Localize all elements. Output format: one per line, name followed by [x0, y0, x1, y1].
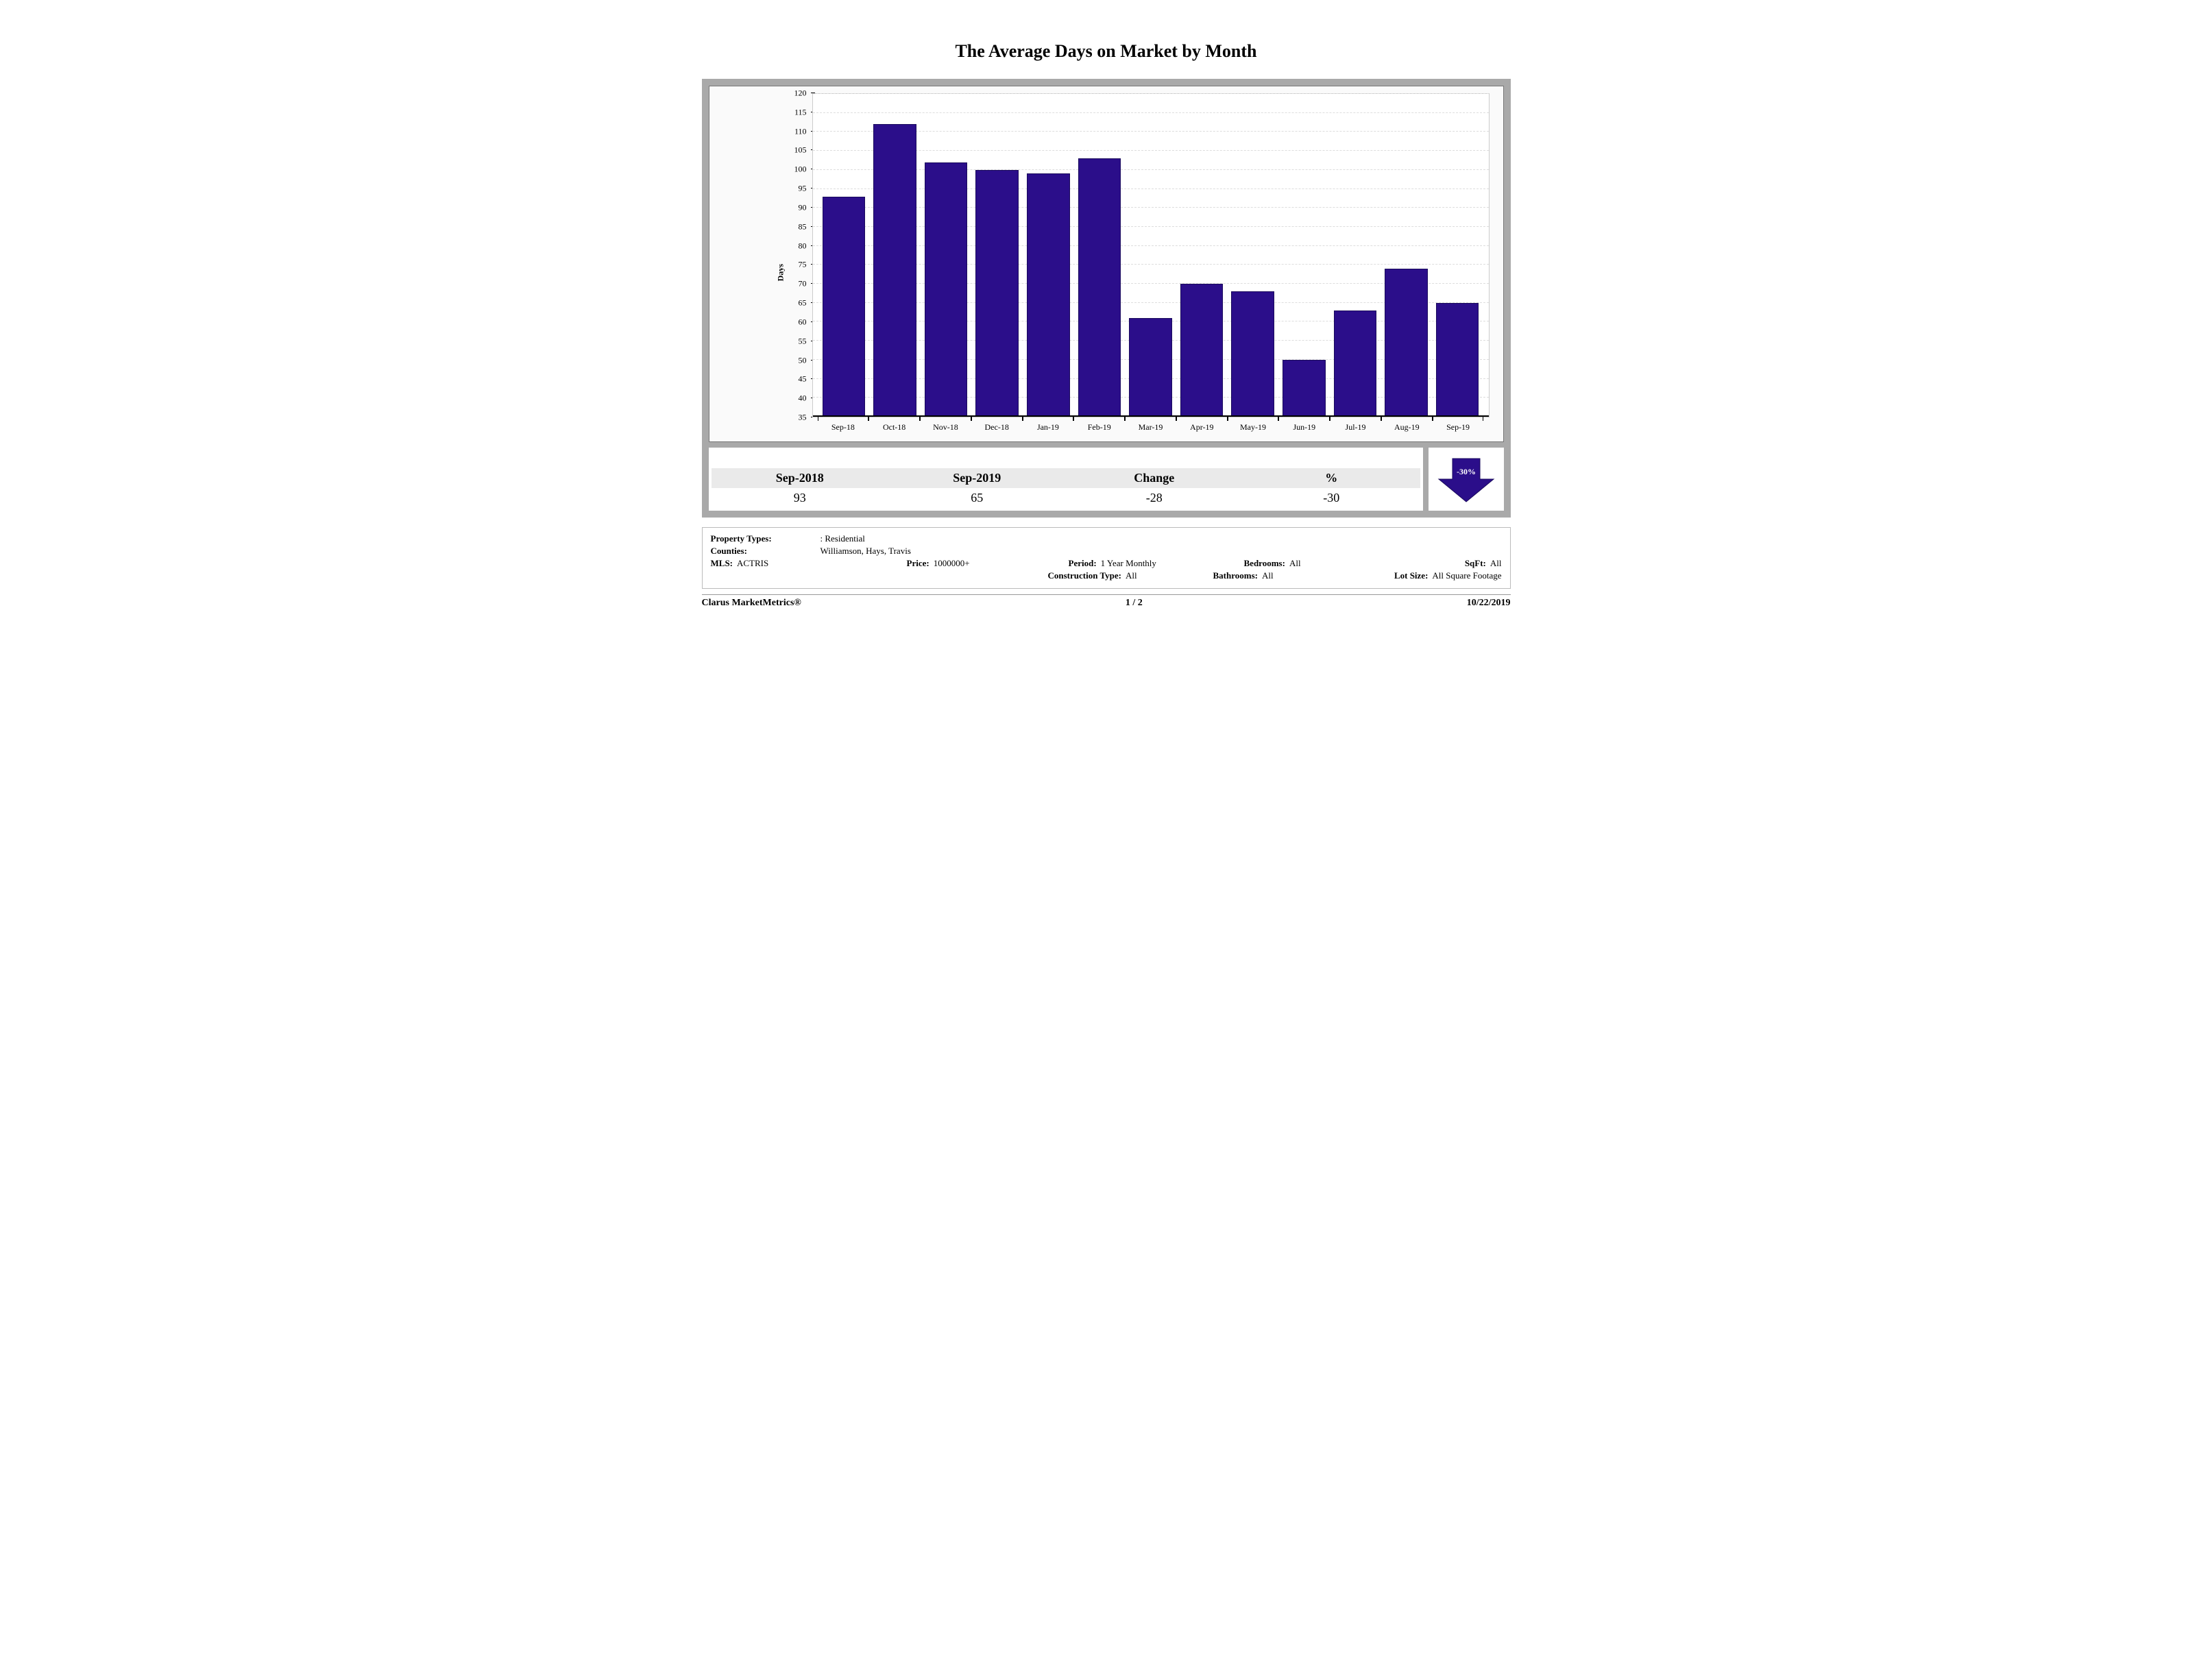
y-tick: 115: [779, 107, 807, 117]
bar: [1180, 284, 1224, 417]
footer-brand: Clarus MarketMetrics®: [702, 598, 801, 609]
chart-frame: Days 35404550556065707580859095100105110…: [702, 79, 1511, 518]
bar: [1436, 303, 1479, 417]
val-mls: ACTRIS: [737, 558, 768, 569]
y-tick: 45: [779, 374, 807, 385]
val-property-types: : Residential: [821, 533, 865, 544]
lbl-sqft: SqFt:: [1465, 558, 1486, 569]
x-tick: Jan-19: [1027, 418, 1070, 441]
y-tick: 85: [779, 221, 807, 232]
bar: [1283, 360, 1326, 417]
chart-panel: Days 35404550556065707580859095100105110…: [709, 86, 1504, 442]
change-arrow: -30%: [1429, 448, 1504, 511]
lbl-mls: MLS:: [711, 558, 733, 569]
val-sqft: All: [1490, 558, 1502, 569]
bar: [873, 124, 916, 417]
footer-date: 10/22/2019: [1467, 598, 1511, 609]
x-tick: Jun-19: [1283, 418, 1326, 441]
x-tick: Feb-19: [1078, 418, 1121, 441]
x-tick: Sep-18: [822, 418, 865, 441]
bar: [1231, 291, 1274, 417]
val-counties: Williamson, Hays, Travis: [821, 546, 911, 557]
summary-val-3: -30: [1243, 488, 1420, 508]
y-tick: 75: [779, 260, 807, 270]
arrow-label: -30%: [1457, 467, 1476, 476]
y-tick: 70: [779, 279, 807, 289]
page-title: The Average Days on Market by Month: [702, 41, 1511, 62]
y-tick: 80: [779, 241, 807, 251]
bar: [1385, 269, 1428, 417]
x-tick: Aug-19: [1385, 418, 1429, 441]
x-tick: Apr-19: [1180, 418, 1224, 441]
summary-head-3: %: [1243, 468, 1420, 488]
report-page: The Average Days on Market by Month Days…: [681, 0, 1531, 622]
bar: [1334, 311, 1377, 417]
summary-val-2: -28: [1066, 488, 1243, 508]
lbl-construction: Construction Type:: [1048, 570, 1122, 581]
lbl-lotsize: Lot Size:: [1394, 570, 1428, 581]
lbl-bedrooms: Bedrooms:: [1244, 558, 1285, 569]
val-lotsize: All Square Footage: [1432, 570, 1501, 581]
x-axis-ticks: Sep-18 Oct-18 Nov-18 Dec-18 Jan-19 Feb-19 Mar-…: [812, 418, 1490, 441]
y-tick: 90: [779, 202, 807, 212]
lbl-period: Period:: [1069, 558, 1097, 569]
filters-panel: Property Types: : Residential Counties: …: [702, 527, 1511, 589]
y-tick: 60: [779, 317, 807, 327]
y-tick: 35: [779, 413, 807, 423]
lbl-counties: Counties:: [711, 546, 747, 557]
bar: [925, 162, 968, 417]
y-tick: 50: [779, 355, 807, 365]
bar: [1027, 173, 1070, 417]
bars-row: [813, 94, 1489, 417]
y-tick: 55: [779, 336, 807, 346]
bar: [975, 170, 1019, 417]
x-tick: Jul-19: [1334, 418, 1377, 441]
summary-head-1: Sep-2019: [888, 468, 1066, 488]
y-tick: 95: [779, 184, 807, 194]
summary-head-0: Sep-2018: [712, 468, 889, 488]
y-axis-ticks: 3540455055606570758085909510010511011512…: [778, 93, 811, 417]
y-tick: 110: [779, 126, 807, 136]
x-tick: May-19: [1232, 418, 1275, 441]
bar: [823, 197, 866, 417]
y-tick: 40: [779, 393, 807, 404]
bar: [1129, 318, 1172, 417]
x-tick: Sep-19: [1437, 418, 1480, 441]
down-arrow-icon: -30%: [1435, 455, 1497, 503]
lbl-bathrooms: Bathrooms:: [1213, 570, 1258, 581]
lbl-property-types: Property Types:: [711, 533, 772, 544]
val-price: 1000000+: [934, 558, 970, 569]
val-period: 1 Year Monthly: [1101, 558, 1156, 569]
x-tick: Oct-18: [873, 418, 916, 441]
y-tick: 65: [779, 298, 807, 308]
summary-val-1: 65: [888, 488, 1066, 508]
summary-val-0: 93: [712, 488, 889, 508]
summary-block: Sep-2018 Sep-2019 Change % 93 65 -28 -30…: [709, 448, 1504, 511]
bar: [1078, 158, 1121, 417]
page-footer: Clarus MarketMetrics® 1 / 2 10/22/2019: [702, 594, 1511, 609]
val-construction: All: [1126, 570, 1137, 581]
val-bathrooms: All: [1262, 570, 1274, 581]
summary-table: Sep-2018 Sep-2019 Change % 93 65 -28 -30: [709, 448, 1423, 511]
y-tick: 100: [779, 165, 807, 175]
x-tick: Nov-18: [924, 418, 967, 441]
lbl-price: Price:: [907, 558, 929, 569]
summary-head-2: Change: [1066, 468, 1243, 488]
x-tick: Dec-18: [975, 418, 1019, 441]
footer-page: 1 / 2: [1126, 598, 1143, 609]
x-tick: Mar-19: [1129, 418, 1172, 441]
y-tick: 105: [779, 145, 807, 156]
y-tick: 120: [779, 88, 807, 99]
plot-area: [812, 93, 1490, 417]
val-bedrooms: All: [1289, 558, 1301, 569]
